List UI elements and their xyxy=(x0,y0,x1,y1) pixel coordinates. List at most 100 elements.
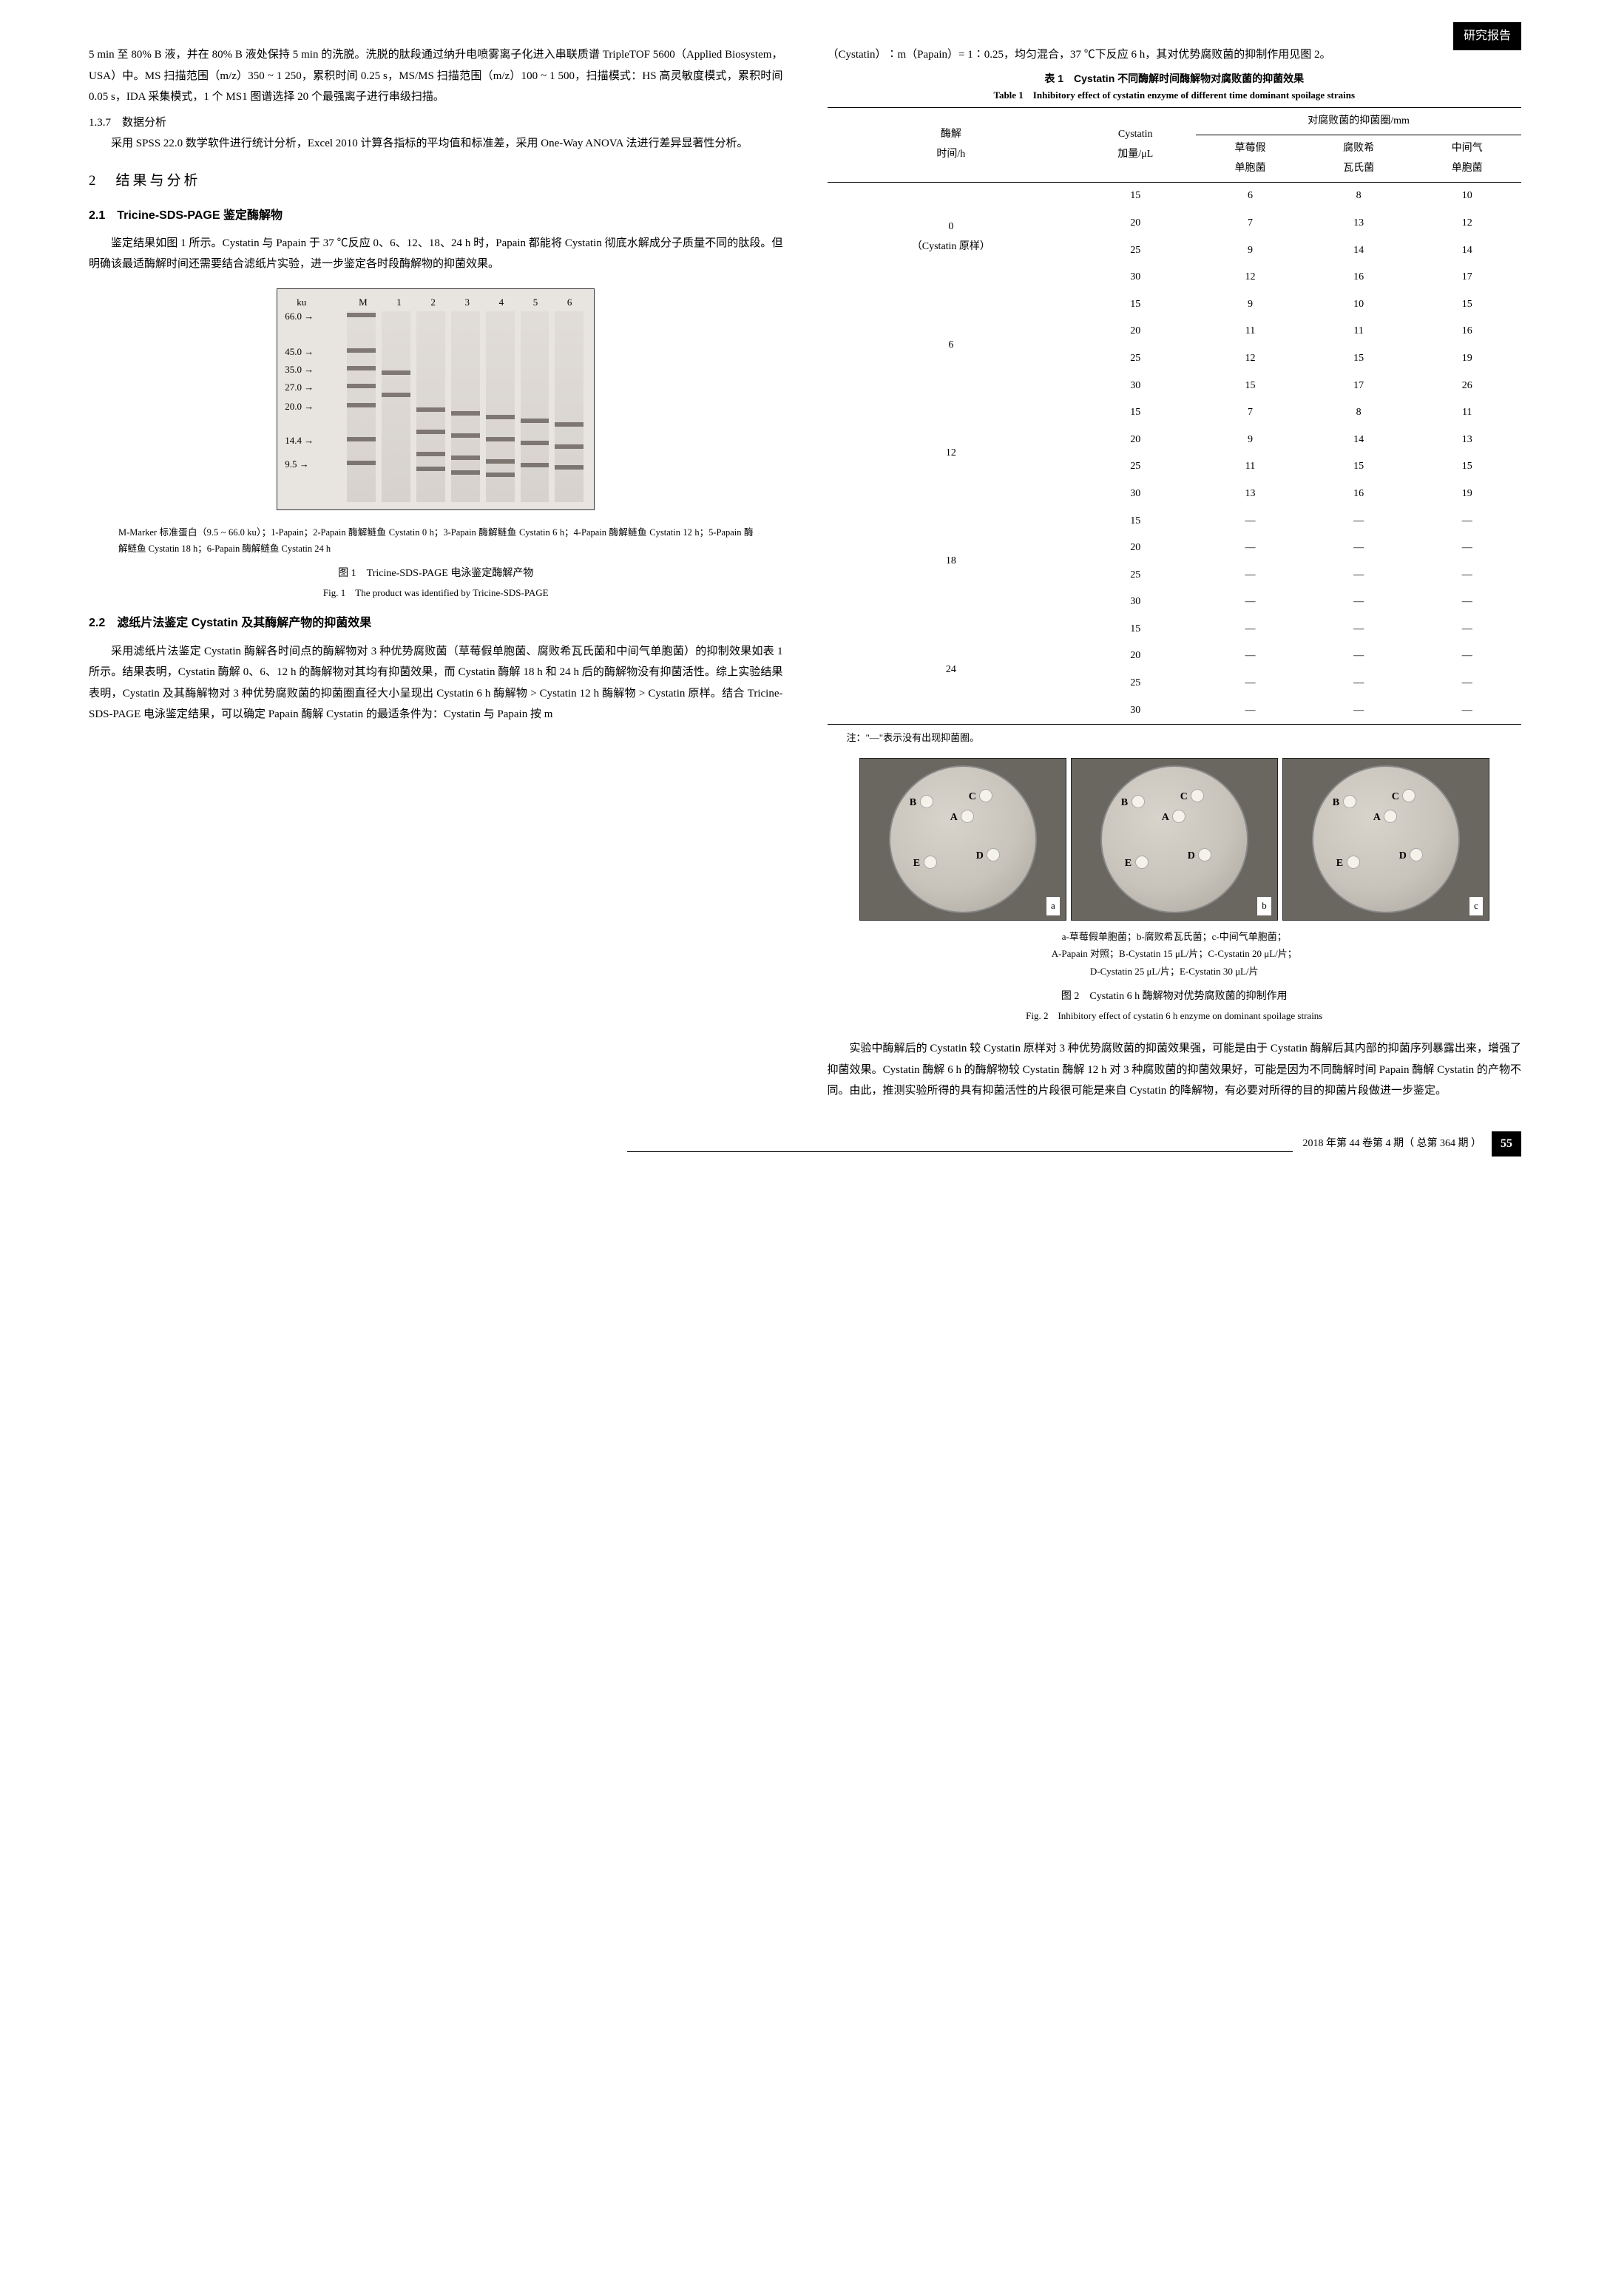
table-row: 61591015 xyxy=(828,291,1522,319)
cell-value: 13 xyxy=(1196,481,1305,508)
filter-disc xyxy=(961,810,974,823)
cell-value: 11 xyxy=(1196,318,1305,345)
table-1-title-en: Table 1 Inhibitory effect of cystatin en… xyxy=(828,88,1522,103)
gel-band xyxy=(451,433,480,438)
cell-value: 19 xyxy=(1413,481,1521,508)
figure-2-legend: a-草莓假单胞菌；b-腐败希瓦氏菌；c-中间气单胞菌； A-Papain 对照；… xyxy=(850,928,1500,980)
gel-band xyxy=(347,366,376,370)
cell-value: 25 xyxy=(1075,562,1196,589)
th-b3: 中间气 单胞菌 xyxy=(1413,135,1521,183)
cell-value: 11 xyxy=(1413,399,1521,427)
cell-value: 20 xyxy=(1075,427,1196,454)
th-b1: 草莓假 单胞菌 xyxy=(1196,135,1305,183)
gel-band xyxy=(555,444,584,449)
disc-label: A xyxy=(1373,808,1381,828)
gel-band xyxy=(382,370,410,375)
cell-value: 14 xyxy=(1413,237,1521,265)
gel-band xyxy=(486,473,515,477)
para-2-2: 采用滤纸片法鉴定 Cystatin 酶解各时间点的酶解物对 3 种优势腐败菌（草… xyxy=(89,641,783,725)
table-1-head: 酶解 时间/h Cystatin 加量/μL 对腐败菌的抑菌圈/mm 草莓假 单… xyxy=(828,107,1522,183)
gel-lane-label: 3 xyxy=(465,294,470,312)
gel-band xyxy=(451,470,480,475)
gel-lane-labels: M123456 xyxy=(344,294,586,312)
cell-value: — xyxy=(1413,670,1521,697)
filter-disc xyxy=(1198,848,1211,861)
disc-label: C xyxy=(1392,788,1399,807)
cell-value: 9 xyxy=(1196,291,1305,319)
gel-ladder-mark: 20.0 → xyxy=(285,402,314,412)
cell-value: 15 xyxy=(1075,399,1196,427)
filter-disc xyxy=(979,789,992,802)
gel-band xyxy=(486,415,515,419)
cell-value: 17 xyxy=(1305,373,1413,400)
gel-band xyxy=(486,437,515,441)
gel-ladder-mark: 35.0 → xyxy=(285,365,314,375)
gel-band xyxy=(521,419,549,423)
gel-band xyxy=(347,461,376,465)
gel-band xyxy=(416,452,445,456)
gel-band xyxy=(555,422,584,427)
cell-value: 15 xyxy=(1305,453,1413,481)
gel-band xyxy=(347,403,376,407)
cell-value: 9 xyxy=(1196,237,1305,265)
gel-band xyxy=(347,348,376,353)
petri-dish: ABCDE b xyxy=(1071,758,1278,921)
gel-lane xyxy=(555,311,584,502)
cell-value: — xyxy=(1305,616,1413,643)
cell-value: 10 xyxy=(1305,291,1413,319)
figure-1-title-cn: 图 1 Tricine-SDS-PAGE 电泳鉴定酶解产物 xyxy=(89,564,783,584)
cell-value: 8 xyxy=(1305,183,1413,210)
page-columns: 5 min 至 80% B 液，并在 80% B 液处保持 5 min 的洗脱。… xyxy=(89,44,1521,1102)
disc-label: B xyxy=(1121,793,1128,813)
cell-value: — xyxy=(1196,616,1305,643)
para-discussion: 实验中酶解后的 Cystatin 较 Cystatin 原样对 3 种优势腐败菌… xyxy=(828,1038,1522,1102)
header-tag: 研究报告 xyxy=(1453,22,1521,50)
filter-disc xyxy=(1132,795,1145,808)
disc-label: D xyxy=(976,847,984,867)
heading-2-2: 2.2 滤纸片法鉴定 Cystatin 及其酶解产物的抑菌效果 xyxy=(89,612,783,634)
gel-ladder-mark: 66.0 → xyxy=(285,311,314,322)
cell-value: — xyxy=(1196,562,1305,589)
filter-disc xyxy=(1347,856,1360,869)
heading-2-1: 2.1 Tricine-SDS-PAGE 鉴定酶解物 xyxy=(89,205,783,227)
gel-band xyxy=(521,441,549,445)
cell-value: 15 xyxy=(1075,616,1196,643)
cell-time: 0 （Cystatin 原样） xyxy=(828,183,1075,291)
filter-disc xyxy=(1135,856,1149,869)
cell-value: — xyxy=(1305,562,1413,589)
petri-tag: a xyxy=(1046,897,1060,915)
cell-time: 12 xyxy=(828,399,1075,507)
table-1: 酶解 时间/h Cystatin 加量/μL 对腐败菌的抑菌圈/mm 草莓假 单… xyxy=(828,107,1522,725)
cell-value: — xyxy=(1305,535,1413,562)
dish: ABCDE xyxy=(1100,765,1248,913)
th-zone: 对腐败菌的抑菌圈/mm xyxy=(1196,107,1521,135)
cell-value: 15 xyxy=(1196,373,1305,400)
cell-value: 15 xyxy=(1075,291,1196,319)
cell-value: 14 xyxy=(1305,427,1413,454)
cell-time: 24 xyxy=(828,616,1075,725)
gel-band xyxy=(347,437,376,441)
gel-image: ku M123456 66.0 →45.0 →35.0 →27.0 →20.0 … xyxy=(277,288,595,510)
cell-value: — xyxy=(1413,589,1521,616)
filter-disc xyxy=(1343,795,1356,808)
cell-value: — xyxy=(1196,697,1305,725)
gel-lane-label: 6 xyxy=(567,294,572,312)
petri-tag: b xyxy=(1257,897,1271,915)
cell-value: 25 xyxy=(1075,453,1196,481)
petri-dish: ABCDEa xyxy=(859,758,1066,921)
page-number: 55 xyxy=(1492,1131,1521,1157)
cell-value: — xyxy=(1305,508,1413,535)
para-ms-method: 5 min 至 80% B 液，并在 80% B 液处保持 5 min 的洗脱。… xyxy=(89,44,783,108)
table-row: 1815——— xyxy=(828,508,1522,535)
filter-disc xyxy=(1402,789,1415,802)
filter-disc xyxy=(920,795,933,808)
cell-value: 16 xyxy=(1305,481,1413,508)
gel-lane xyxy=(382,311,410,502)
figure-1-title-en: Fig. 1 The product was identified by Tri… xyxy=(89,584,783,603)
figure-1: ku M123456 66.0 →45.0 →35.0 →27.0 →20.0 … xyxy=(89,288,783,518)
cell-value: 12 xyxy=(1196,345,1305,373)
cell-value: 15 xyxy=(1305,345,1413,373)
ku-label: ku xyxy=(297,294,306,312)
figure-2-images: ABCDEaABCDEbABCDEc xyxy=(828,758,1522,921)
th-add: Cystatin 加量/μL xyxy=(1075,107,1196,183)
